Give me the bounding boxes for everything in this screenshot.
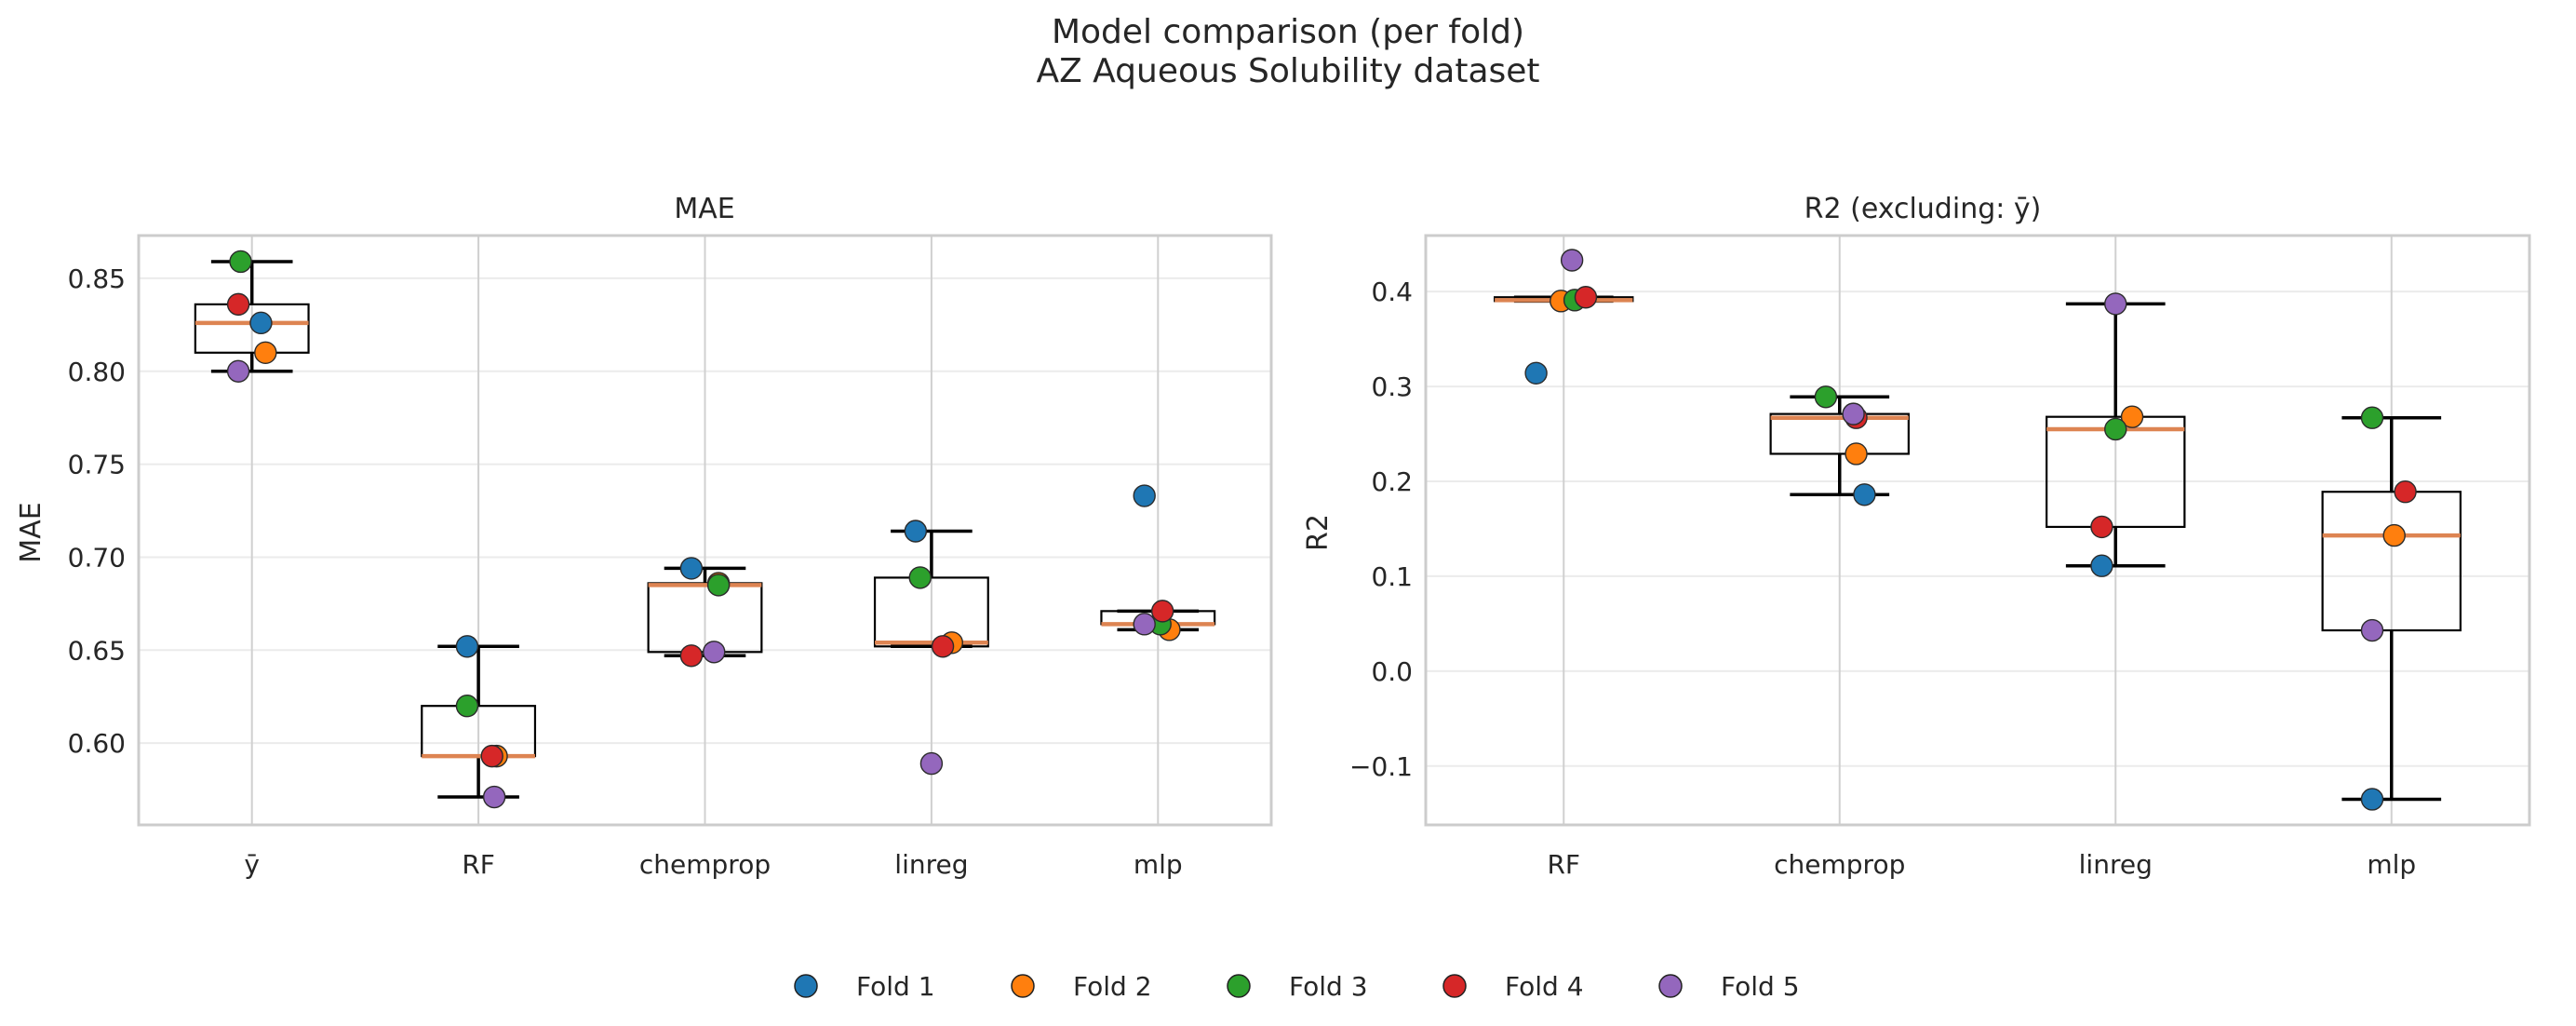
mae-point-fold-3-ybar <box>229 250 252 274</box>
mae-x-tick-rf: RF <box>462 849 495 880</box>
r2-point-fold-3-linreg <box>2104 417 2127 441</box>
legend-label-fold-4: Fold 4 <box>1505 971 1584 1002</box>
r2-point-fold-2-mlp <box>2382 523 2406 547</box>
mae-point-fold-5-rf <box>482 785 506 809</box>
legend-item-fold-2: Fold 2 <box>1011 971 1152 1002</box>
mae-plot-frame <box>137 234 1273 827</box>
mae-point-fold-3-linreg <box>908 566 932 589</box>
figure-title-line-2: AZ Aqueous Solubility dataset <box>1036 52 1539 90</box>
r2-mlp-box <box>2321 491 2462 632</box>
r2-point-fold-1-chemprop <box>1853 483 1876 506</box>
mae-y-tick-label: 0.80 <box>68 357 126 387</box>
r2-panel-title: R2 (excluding: ȳ) <box>1805 193 2042 225</box>
legend-marker-fold-2 <box>1011 974 1035 998</box>
mae-point-fold-5-ybar <box>226 359 250 383</box>
mae-point-fold-3-rf <box>455 695 479 718</box>
r2-x-tick-rf: RF <box>1547 849 1580 880</box>
r2-point-fold-5-rf <box>1560 249 1584 272</box>
r2-point-fold-4-mlp <box>2394 480 2417 504</box>
mae-point-fold-1-mlp <box>1133 484 1156 507</box>
r2-point-fold-4-linreg <box>2090 515 2113 539</box>
mae-point-fold-5-chemprop <box>703 641 726 664</box>
r2-y-tick-label: −0.1 <box>1349 751 1413 782</box>
mae-x-tick-chemprop: chemprop <box>639 849 771 880</box>
mae-x-tick-ybar: ȳ <box>244 849 260 880</box>
mae-panel-title: MAE <box>674 193 734 225</box>
mae-y-tick-label: 0.65 <box>68 635 126 666</box>
mae-y-axis-label: MAE <box>15 502 47 562</box>
mae-point-fold-5-mlp <box>1133 613 1156 636</box>
r2-y-tick-label: 0.2 <box>1371 466 1413 497</box>
legend-item-fold-5: Fold 5 <box>1658 971 1800 1002</box>
r2-point-fold-2-linreg <box>2120 405 2144 428</box>
r2-point-fold-3-mlp <box>2360 406 2384 429</box>
r2-x-tick-mlp: mlp <box>2367 849 2416 880</box>
mae-point-fold-1-ybar <box>249 311 273 335</box>
mae-point-fold-3-chemprop <box>706 574 731 597</box>
r2-y-tick-label: 0.4 <box>1371 277 1413 307</box>
legend-marker-fold-4 <box>1442 974 1467 998</box>
mae-point-fold-4-mlp <box>1150 600 1174 623</box>
legend-marker-fold-1 <box>794 974 818 998</box>
legend-item-fold-3: Fold 3 <box>1227 971 1368 1002</box>
r2-point-fold-4-rf <box>1574 286 1598 309</box>
mae-y-tick-label: 0.70 <box>68 542 126 573</box>
mae-y-tick-label: 0.75 <box>68 450 126 480</box>
mae-ybar-box <box>194 303 310 354</box>
mae-x-tick-mlp: mlp <box>1134 849 1183 880</box>
r2-linreg-box <box>2046 415 2186 529</box>
mae-point-fold-2-ybar <box>254 341 277 365</box>
legend-marker-fold-5 <box>1658 974 1683 998</box>
r2-point-fold-5-mlp <box>2360 618 2384 642</box>
r2-y-tick-label: 0.3 <box>1371 371 1413 402</box>
figure-title-line-1: Model comparison (per fold) <box>1052 13 1524 51</box>
mae-point-fold-1-chemprop <box>679 557 704 580</box>
r2-point-fold-3-chemprop <box>1814 385 1838 409</box>
legend-marker-fold-3 <box>1227 974 1251 998</box>
legend-label-fold-1: Fold 1 <box>856 971 935 1002</box>
mae-grid <box>139 236 1271 825</box>
r2-panel: R2 (excluding: ȳ) R2 −0.1 0.0 0.1 0.2 0.3 0.4… <box>1302 193 2531 880</box>
r2-y-tick-label: 0.1 <box>1371 561 1413 592</box>
mae-point-fold-5-linreg <box>919 751 944 776</box>
r2-plot-frame <box>1424 234 2531 827</box>
legend-item-fold-1: Fold 1 <box>794 971 935 1002</box>
r2-point-fold-5-chemprop <box>1842 402 1865 425</box>
r2-grid <box>1426 236 2529 825</box>
mae-point-fold-4-ybar <box>226 292 250 317</box>
legend-label-fold-3: Fold 3 <box>1289 971 1368 1002</box>
mae-point-fold-1-linreg <box>904 520 928 543</box>
r2-y-axis-label: R2 <box>1302 514 1335 551</box>
r2-point-fold-1-linreg <box>2090 554 2113 577</box>
mae-point-fold-4-chemprop <box>679 644 704 668</box>
r2-point-fold-1-rf <box>1524 361 1548 385</box>
r2-x-tick-chemprop: chemprop <box>1774 849 1905 880</box>
legend-label-fold-2: Fold 2 <box>1073 971 1152 1002</box>
r2-point-fold-1-mlp <box>2360 788 2384 811</box>
mae-y-tick-label: 0.60 <box>68 728 126 759</box>
mae-panel: MAE MAE 0.60 0.65 0.70 0.75 0.80 0.85 ȳ RF chemp… <box>15 193 1273 880</box>
r2-x-tick-linreg: linreg <box>2079 849 2153 880</box>
mae-point-fold-4-rf <box>480 744 503 768</box>
fold-legend: Fold 1 Fold 2 Fold 3 Fold 4 Fold 5 <box>794 971 1800 1002</box>
r2-point-fold-5-linreg <box>2104 292 2127 316</box>
mae-point-fold-1-rf <box>455 635 479 658</box>
r2-y-tick-label: 0.0 <box>1371 656 1413 687</box>
r2-chemprop-box <box>1769 412 1910 455</box>
legend-label-fold-5: Fold 5 <box>1721 971 1800 1002</box>
mae-point-fold-4-linreg <box>931 635 955 658</box>
mae-y-tick-label: 0.85 <box>68 263 126 294</box>
legend-item-fold-4: Fold 4 <box>1442 971 1584 1002</box>
mae-x-tick-linreg: linreg <box>894 849 968 880</box>
r2-point-fold-2-chemprop <box>1845 442 1868 466</box>
